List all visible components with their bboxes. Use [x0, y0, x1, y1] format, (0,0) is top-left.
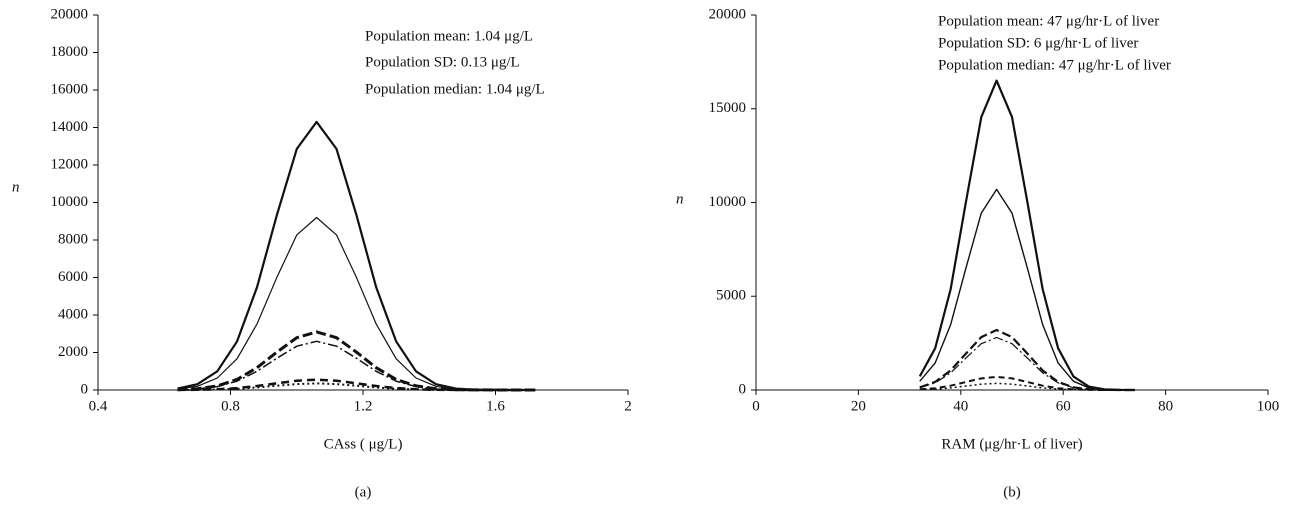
x-tick-label: 1.2 — [354, 398, 373, 414]
x-tick-label: 20 — [851, 398, 866, 414]
y-tick-label: 2000 — [58, 344, 88, 360]
annotation: Population median: 47 μg/hr·L of liver — [938, 57, 1171, 73]
series-line — [919, 188, 1135, 391]
y-tick-label: 20000 — [51, 6, 89, 22]
y-tick-label: 8000 — [58, 231, 88, 247]
x-tick-label: 0.8 — [221, 398, 240, 414]
y-tick-label: 0 — [81, 381, 89, 397]
annotation: Population SD: 6 μg/hr·L of liver — [938, 35, 1138, 51]
series-line — [918, 79, 1135, 392]
y-axis-label: n — [12, 179, 20, 195]
y-tick-label: 12000 — [51, 156, 89, 172]
x-axis-label: CAss ( μg/L) — [324, 436, 403, 452]
x-tick-label: 80 — [1158, 398, 1173, 414]
series-line — [177, 120, 536, 392]
panel-label: (b) — [1003, 484, 1021, 500]
series-line — [919, 382, 1135, 391]
y-tick-label: 4000 — [58, 306, 88, 322]
y-tick-label: 15000 — [709, 100, 747, 116]
x-tick-label: 40 — [953, 398, 968, 414]
annotation: Population mean: 1.04 μg/L — [365, 28, 533, 44]
y-tick-label: 10000 — [51, 194, 89, 210]
x-tick-label: 0 — [752, 398, 760, 414]
series-line — [919, 375, 1135, 391]
y-tick-label: 0 — [739, 381, 747, 397]
series-line — [919, 336, 1135, 391]
y-tick-label: 14000 — [51, 119, 89, 135]
panel-label: (a) — [355, 484, 372, 500]
y-tick-label: 5000 — [716, 288, 746, 304]
x-tick-label: 1.6 — [486, 398, 505, 414]
annotation: Population SD: 0.13 μg/L — [365, 54, 520, 70]
x-tick-label: 100 — [1257, 398, 1280, 414]
x-tick-label: 2 — [624, 398, 632, 414]
series-line — [177, 330, 536, 392]
x-tick-label: 60 — [1056, 398, 1071, 414]
y-tick-label: 18000 — [51, 44, 89, 60]
y-tick-label: 6000 — [58, 269, 88, 285]
series-line — [177, 216, 536, 391]
y-tick-label: 10000 — [709, 194, 747, 210]
x-axis-label: RAM (μg/hr·L of liver) — [941, 436, 1082, 452]
annotation: Population median: 1.04 μg/L — [365, 81, 545, 97]
y-tick-label: 16000 — [51, 81, 89, 97]
series-line — [919, 328, 1135, 392]
annotation: Population mean: 47 μg/hr·L of liver — [938, 13, 1159, 29]
y-tick-label: 20000 — [709, 6, 747, 22]
series-line — [177, 378, 536, 392]
y-axis-label: n — [676, 191, 684, 207]
x-tick-label: 0.4 — [89, 398, 108, 414]
